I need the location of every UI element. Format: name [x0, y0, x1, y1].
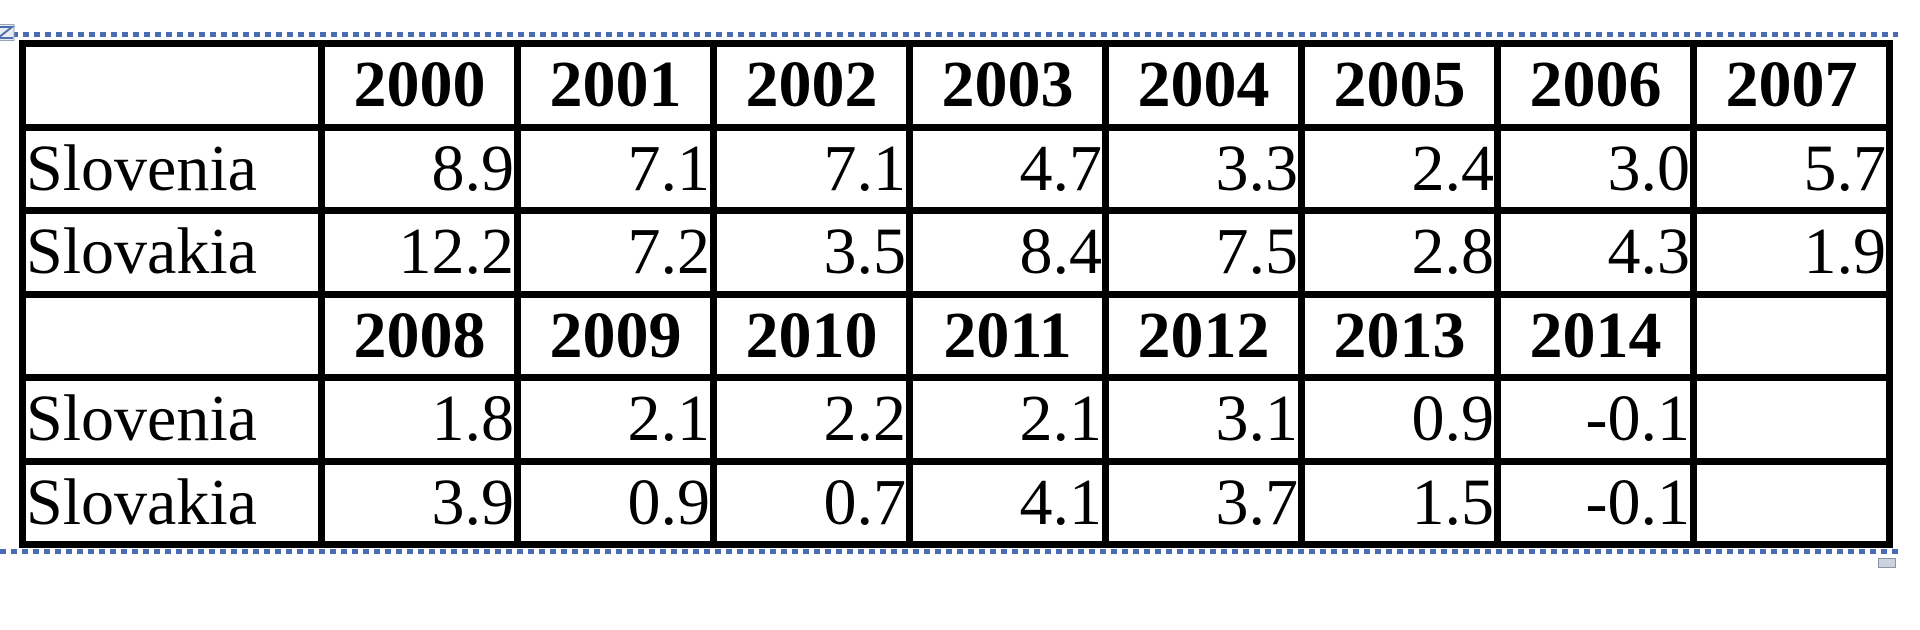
value-cell[interactable]: 3.7 — [1102, 457, 1305, 548]
year-header-cell[interactable]: 2012 — [1102, 290, 1305, 381]
value-cell[interactable]: 0.9 — [514, 457, 717, 548]
data-table: 2000 2001 2002 2003 2004 2005 2006 2007 … — [19, 40, 1893, 548]
year-header-cell[interactable]: 2014 — [1494, 290, 1697, 381]
year-header-cell[interactable]: 2000 — [318, 40, 521, 131]
row-label-cell[interactable]: Slovakia — [19, 457, 325, 548]
empty-cell[interactable] — [1690, 374, 1893, 465]
selection-border-top — [12, 32, 1898, 37]
year-header-cell[interactable]: 2007 — [1690, 40, 1893, 131]
value-cell[interactable]: 2.4 — [1298, 123, 1501, 214]
year-header-cell[interactable]: 2001 — [514, 40, 717, 131]
year-header-cell[interactable]: 2010 — [710, 290, 913, 381]
value-cell[interactable]: 7.5 — [1102, 207, 1305, 298]
year-header-cell[interactable]: 2005 — [1298, 40, 1501, 131]
value-cell[interactable]: 8.4 — [906, 207, 1109, 298]
value-cell[interactable]: 12.2 — [318, 207, 521, 298]
year-header-cell[interactable]: 2013 — [1298, 290, 1501, 381]
value-cell[interactable]: -0.1 — [1494, 457, 1697, 548]
row-label-cell[interactable]: Slovenia — [19, 374, 325, 465]
value-cell[interactable]: 2.1 — [906, 374, 1109, 465]
value-cell[interactable]: 8.9 — [318, 123, 521, 214]
value-cell[interactable]: 3.5 — [710, 207, 913, 298]
value-cell[interactable]: 4.1 — [906, 457, 1109, 548]
empty-cell[interactable] — [1690, 457, 1893, 548]
year-header-cell[interactable]: 2009 — [514, 290, 717, 381]
value-cell[interactable]: 7.2 — [514, 207, 717, 298]
selection-border-bottom — [0, 549, 1898, 554]
table-row: Slovenia 1.8 2.1 2.2 2.1 3.1 0.9 -0.1 — [19, 374, 1893, 465]
year-header-cell[interactable]: 2003 — [906, 40, 1109, 131]
empty-corner-cell[interactable] — [19, 40, 325, 131]
year-header-cell[interactable]: 2011 — [906, 290, 1109, 381]
value-cell[interactable]: 3.3 — [1102, 123, 1305, 214]
value-cell[interactable]: 7.1 — [710, 123, 913, 214]
value-cell[interactable]: 4.3 — [1494, 207, 1697, 298]
empty-cell[interactable] — [1690, 290, 1893, 381]
table-resize-handle-icon[interactable] — [1878, 558, 1896, 568]
value-cell[interactable]: 7.1 — [514, 123, 717, 214]
year-header-cell[interactable]: 2008 — [318, 290, 521, 381]
row-label-cell[interactable]: Slovakia — [19, 207, 325, 298]
value-cell[interactable]: 1.5 — [1298, 457, 1501, 548]
table-row: Slovakia 12.2 7.2 3.5 8.4 7.5 2.8 4.3 1.… — [19, 207, 1893, 298]
value-cell[interactable]: 3.0 — [1494, 123, 1697, 214]
value-cell[interactable]: 4.7 — [906, 123, 1109, 214]
table-row: 2008 2009 2010 2011 2012 2013 2014 — [19, 290, 1893, 381]
table-row: 2000 2001 2002 2003 2004 2005 2006 2007 — [19, 40, 1893, 131]
value-cell[interactable]: 1.8 — [318, 374, 521, 465]
value-cell[interactable]: 0.7 — [710, 457, 913, 548]
value-cell[interactable]: 0.9 — [1298, 374, 1501, 465]
empty-corner-cell[interactable] — [19, 290, 325, 381]
value-cell[interactable]: 5.7 — [1690, 123, 1893, 214]
year-header-cell[interactable]: 2006 — [1494, 40, 1697, 131]
row-label-cell[interactable]: Slovenia — [19, 123, 325, 214]
table-move-handle-icon[interactable] — [0, 24, 15, 41]
value-cell[interactable]: 3.1 — [1102, 374, 1305, 465]
year-header-cell[interactable]: 2004 — [1102, 40, 1305, 131]
value-cell[interactable]: 1.9 — [1690, 207, 1893, 298]
table-row: Slovenia 8.9 7.1 7.1 4.7 3.3 2.4 3.0 5.7 — [19, 123, 1893, 214]
value-cell[interactable]: -0.1 — [1494, 374, 1697, 465]
value-cell[interactable]: 2.8 — [1298, 207, 1501, 298]
value-cell[interactable]: 2.2 — [710, 374, 913, 465]
value-cell[interactable]: 2.1 — [514, 374, 717, 465]
year-header-cell[interactable]: 2002 — [710, 40, 913, 131]
value-cell[interactable]: 3.9 — [318, 457, 521, 548]
table-row: Slovakia 3.9 0.9 0.7 4.1 3.7 1.5 -0.1 — [19, 457, 1893, 548]
